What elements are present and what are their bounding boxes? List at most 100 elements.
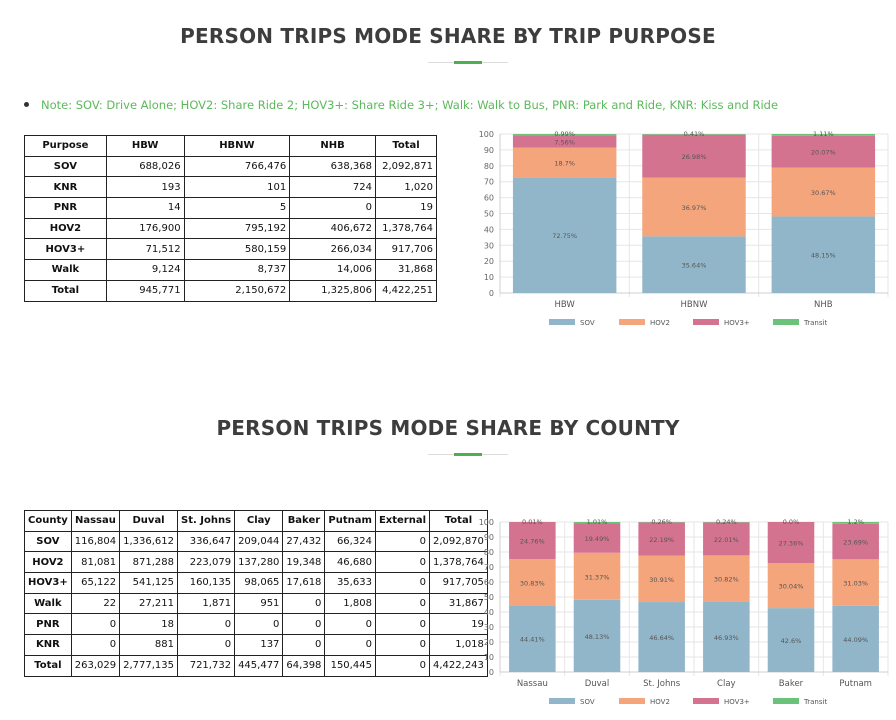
- row-label: SOV: [24, 530, 72, 553]
- title-divider: [428, 61, 508, 64]
- y-tick-label: 80: [484, 548, 494, 557]
- row-label: KNR: [24, 176, 107, 199]
- table-cell: 209,044: [234, 530, 284, 553]
- table-cell: 0: [70, 634, 121, 656]
- y-tick-label: 10: [484, 653, 494, 662]
- bar-segment-hov3plus: [512, 135, 617, 148]
- data-label: 44.41%: [520, 636, 545, 644]
- table-cell: 266,034: [289, 238, 376, 261]
- table-cell: 19: [374, 197, 438, 219]
- legend-swatch: [773, 319, 799, 325]
- table-cell: 19,348: [282, 551, 326, 574]
- purpose-chart: 010203040506070809010072.75%18.7%7.56%0.…: [479, 130, 889, 327]
- table-cell: 193: [105, 176, 185, 199]
- table-row: KNR 0 881 0 137 0 0 0 1,018: [24, 634, 488, 656]
- table-cell: 1,020: [374, 176, 438, 199]
- row-label: HOV3+: [24, 238, 107, 261]
- row-label: Total: [24, 654, 72, 677]
- data-label: 35.64%: [682, 262, 707, 270]
- table-cell: 98,065: [234, 572, 284, 594]
- table-row: HOV2 81,081 871,288 223,079 137,280 19,348 46,…: [24, 551, 488, 574]
- data-label: 48.15%: [811, 252, 836, 260]
- bar-segment-sov: [771, 216, 876, 293]
- legend-swatch: [619, 319, 645, 325]
- table-cell: 150,445: [324, 654, 376, 677]
- table-cell: 66,324: [324, 530, 376, 553]
- table-cell: 1,378,764: [374, 217, 438, 240]
- table-row: Walk 22 27,211 1,871 951 0 1,808 0 31,867: [24, 592, 488, 615]
- table-cell: 406,672: [289, 217, 376, 240]
- bar-segment-hov2: [703, 555, 750, 602]
- bar-segment-sov: [573, 599, 621, 672]
- y-tick-label: 90: [484, 146, 494, 155]
- data-label: 30.67%: [811, 189, 836, 197]
- column-header: HBW: [105, 135, 185, 157]
- data-label: 23.69%: [843, 539, 868, 547]
- data-label: 1.01%: [587, 518, 608, 526]
- table-cell: 81,081: [70, 551, 121, 574]
- data-label: 19.49%: [585, 535, 610, 543]
- bar-segment-hov3plus: [703, 522, 750, 556]
- table-row: Total 945,771 2,150,672 1,325,806 4,422,251: [24, 279, 438, 302]
- table-cell: 5: [183, 197, 291, 219]
- row-label: PNR: [24, 197, 107, 219]
- x-tick-label: Clay: [717, 679, 736, 689]
- table-cell: 724: [289, 176, 376, 199]
- table-row: Walk 9,124 8,737 14,006 31,868: [24, 259, 438, 281]
- table-header-row: Purpose HBW HBNW NHB Total: [24, 135, 438, 157]
- table-cell: 1,808: [324, 592, 376, 615]
- table-cell: 0: [374, 613, 431, 636]
- y-tick-label: 50: [484, 593, 494, 602]
- table-cell: 0: [282, 634, 326, 656]
- data-label: 30.04%: [779, 583, 804, 591]
- data-label: 31.03%: [843, 580, 868, 588]
- legend-label: Transit: [803, 698, 827, 706]
- table-cell: 0: [374, 530, 431, 553]
- table-cell: 0: [234, 613, 284, 636]
- y-tick-label: 80: [484, 162, 494, 171]
- table-cell: 31,868: [374, 259, 438, 281]
- column-header: County: [24, 510, 72, 532]
- data-label: 48.13%: [585, 633, 610, 641]
- data-label: 42.6%: [781, 637, 802, 645]
- table-cell: 22: [70, 592, 121, 615]
- bar-segment-hov3plus: [771, 135, 876, 168]
- bullet-icon: [24, 102, 29, 107]
- y-tick-label: 60: [484, 194, 494, 203]
- bar-segment-sov: [509, 605, 556, 672]
- section-title-purpose: PERSON TRIPS MODE SHARE BY TRIP PURPOSE: [180, 24, 716, 48]
- bar-segment-transit: [573, 522, 621, 524]
- row-label: PNR: [24, 613, 72, 636]
- table-cell: 137: [234, 634, 284, 656]
- table-cell: 1,871: [177, 592, 236, 615]
- bar-segment-sov: [512, 177, 617, 293]
- data-label: 0.01%: [522, 518, 543, 526]
- bar-segment-hov2: [573, 552, 621, 600]
- table-cell: 101: [183, 176, 291, 199]
- bar-segment-hov2: [832, 559, 879, 606]
- table-cell: 0: [374, 634, 431, 656]
- table-header-row: County Nassau Duval St. Johns Clay Baker Putna…: [24, 510, 488, 532]
- legend-swatch: [773, 698, 799, 704]
- bar-segment-sov: [703, 601, 750, 672]
- y-tick-label: 40: [484, 225, 494, 234]
- data-label: 30.82%: [714, 575, 739, 583]
- table-cell: 35,633: [324, 572, 376, 594]
- data-label: 24.76%: [520, 538, 545, 546]
- table-cell: 795,192: [183, 217, 291, 240]
- table-cell: 160,135: [177, 572, 236, 594]
- legend-swatch: [549, 319, 575, 325]
- table-cell: 14,006: [289, 259, 376, 281]
- table-cell: 4,422,243: [429, 654, 488, 677]
- data-label: 27.36%: [779, 540, 804, 548]
- y-tick-label: 20: [484, 257, 494, 266]
- y-tick-label: 70: [484, 178, 494, 187]
- bar-segment-hov3plus: [573, 523, 621, 553]
- bar-segment-sov: [642, 236, 746, 293]
- table-cell: 27,211: [119, 592, 179, 615]
- bar-segment-sov: [767, 608, 815, 672]
- section-title-county: PERSON TRIPS MODE SHARE BY COUNTY: [216, 416, 680, 440]
- table-row: PNR 0 18 0 0 0 0 0 19: [24, 613, 488, 636]
- mode-note: Note: SOV: Drive Alone; HOV2: Share Ride…: [24, 98, 778, 112]
- table-row: Total 263,029 2,777,135 721,732 445,477 64,39…: [24, 654, 488, 677]
